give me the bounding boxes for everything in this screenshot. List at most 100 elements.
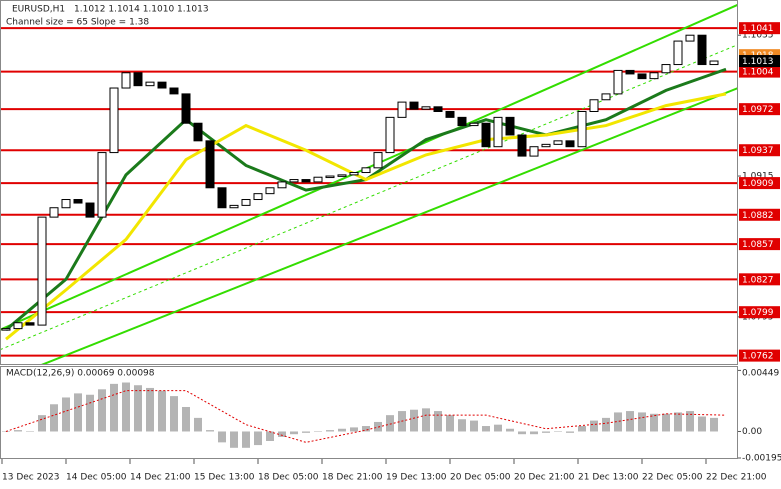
candle — [493, 116, 503, 148]
level-label: 1.0972 — [742, 105, 774, 115]
candle — [133, 72, 143, 87]
macd-plot — [2, 382, 727, 448]
candle — [373, 152, 383, 169]
candle — [277, 181, 287, 189]
chart-title: EURUSD,H1 — [12, 5, 65, 15]
macd-bar — [482, 426, 490, 432]
candle — [457, 116, 467, 127]
level-label: 1.0799 — [742, 308, 774, 318]
candle — [193, 122, 203, 142]
candle — [361, 167, 371, 174]
candle — [337, 174, 347, 177]
macd-bar — [38, 415, 46, 432]
macd-bar — [458, 419, 466, 432]
candle — [529, 146, 539, 157]
candle — [553, 140, 563, 145]
x-tick-label: 20 Dec 05:00 — [450, 473, 511, 483]
candle — [421, 106, 431, 110]
macd-bar — [290, 431, 298, 435]
macd-bar — [122, 382, 130, 432]
channel-line — [1, 4, 737, 331]
subtitle: Channel size = 65 Slope = 1.38 — [6, 18, 149, 28]
candle — [265, 187, 275, 195]
level-box — [739, 65, 780, 78]
candle — [37, 216, 47, 326]
macd-bar — [542, 431, 550, 433]
x-tick-label: 22 Dec 21:00 — [706, 473, 767, 483]
y-tick-label: 1.1035 — [742, 31, 774, 41]
candle — [649, 72, 659, 80]
level-box — [739, 273, 780, 286]
candle — [673, 40, 683, 66]
candle — [13, 322, 23, 330]
level-box — [739, 103, 780, 116]
candle — [301, 179, 311, 183]
level-box — [739, 208, 780, 221]
x-tick-label: 19 Dec 13:00 — [386, 473, 447, 483]
macd-bar — [302, 431, 310, 433]
candle — [601, 93, 611, 101]
x-tick-label: 14 Dec 05:00 — [66, 473, 127, 483]
candle — [445, 110, 455, 118]
level-label: 1.1041 — [742, 24, 774, 34]
macd-bar — [410, 409, 418, 432]
x-tick-label: 22 Dec 05:00 — [642, 473, 703, 483]
candle — [385, 116, 395, 154]
candle — [577, 110, 587, 148]
candle — [97, 152, 107, 218]
macd-bar — [26, 431, 34, 432]
level-label: 1.0857 — [742, 240, 774, 250]
candle — [661, 64, 671, 74]
macd-label: MACD(12,26,9) 0.00069 0.00098 — [6, 369, 155, 379]
macd-bar — [674, 412, 682, 432]
quote: 1.1012 1.1014 1.1010 1.1013 — [74, 5, 209, 15]
macd-bar — [110, 383, 118, 432]
candle — [517, 134, 527, 157]
macd-bar — [254, 431, 262, 446]
candle — [289, 179, 299, 183]
macd-y-tick-label: 0.00 — [742, 427, 762, 437]
candle — [145, 81, 155, 87]
level-box — [739, 238, 780, 251]
level-label: 1.0827 — [742, 275, 774, 285]
y-tick-label: 1.0915 — [742, 172, 774, 182]
candle — [325, 175, 335, 179]
macd-bar — [446, 415, 454, 432]
macd-bar — [614, 412, 622, 432]
moving-average — [5, 92, 727, 341]
x-tick-label: 18 Dec 21:00 — [322, 473, 383, 483]
candle — [73, 199, 83, 204]
macd-bar — [62, 397, 70, 432]
level-label: 1.0909 — [742, 179, 774, 189]
macd-bar — [182, 406, 190, 432]
candle — [469, 122, 479, 127]
level-box — [739, 22, 780, 35]
macd-bar — [518, 431, 526, 435]
candle — [109, 87, 119, 154]
level-box — [739, 349, 780, 362]
macd-bar — [530, 431, 538, 435]
macd-bar — [242, 431, 250, 448]
macd-bar — [338, 428, 346, 432]
macd-bar — [14, 430, 22, 432]
candle — [433, 106, 443, 112]
candle — [229, 204, 239, 209]
level-box — [739, 306, 780, 319]
candle — [121, 72, 131, 89]
macd-bar — [374, 421, 382, 432]
candle — [613, 69, 623, 95]
macd-panel — [0, 366, 738, 459]
candle — [205, 140, 215, 189]
candle — [709, 60, 719, 66]
macd-bar — [470, 420, 478, 432]
macd-bar — [686, 411, 694, 432]
channel-line — [41, 87, 737, 364]
macd-bar — [566, 431, 574, 433]
macd-bar — [350, 427, 358, 432]
candle — [181, 93, 191, 124]
macd-bar — [698, 416, 706, 432]
candle — [49, 207, 59, 218]
candle — [685, 34, 695, 42]
macd-bar — [602, 417, 610, 432]
